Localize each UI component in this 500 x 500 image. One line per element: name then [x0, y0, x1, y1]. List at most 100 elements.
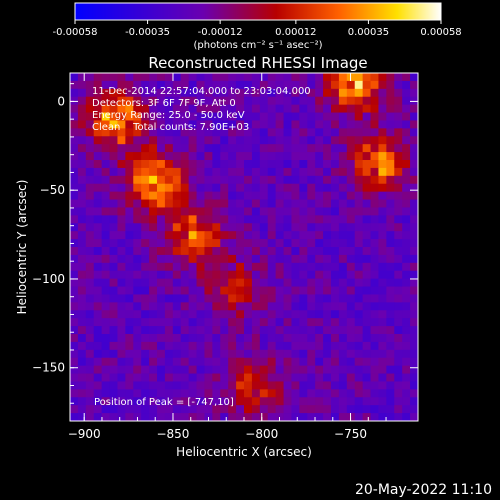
heatmap-cell: [331, 341, 340, 351]
heatmap-cell: [236, 334, 245, 343]
heatmap-cell: [77, 128, 87, 137]
heatmap-cell: [354, 223, 364, 232]
heatmap-cell: [204, 373, 213, 382]
heatmap-cell: [93, 120, 103, 129]
heatmap-cell: [323, 349, 332, 359]
heatmap-cell: [125, 341, 134, 351]
colorbar-gradient: [74, 2, 442, 21]
heatmap-cell: [362, 310, 371, 319]
heatmap-cell: [157, 144, 166, 153]
heatmap-cell: [77, 357, 87, 367]
heatmap-cell: [386, 112, 395, 121]
heatmap-cell: [331, 104, 340, 113]
heatmap-cell: [307, 73, 316, 82]
heatmap-cell: [85, 310, 95, 319]
heatmap-cell: [267, 167, 277, 177]
heatmap-cell: [77, 199, 87, 208]
heatmap-cell: [85, 270, 95, 280]
heatmap-cell: [315, 270, 324, 280]
heatmap-cell: [267, 136, 277, 145]
heatmap-cell: [402, 144, 411, 153]
heatmap-cell: [93, 128, 103, 137]
heatmap-cell: [101, 270, 110, 280]
heatmap-cell: [133, 112, 142, 121]
heatmap-cell: [196, 357, 205, 367]
heatmap-cell: [196, 215, 205, 224]
heatmap-cell: [354, 270, 364, 280]
heatmap-cell: [291, 365, 300, 374]
heatmap-cell: [283, 318, 292, 327]
heatmap-cell: [386, 183, 395, 193]
heatmap-cell: [228, 262, 237, 272]
heatmap-cell: [251, 389, 261, 398]
heatmap-cell: [251, 262, 261, 272]
heatmap-cell: [259, 96, 269, 106]
heatmap-cell: [109, 413, 118, 422]
heatmap-cell: [402, 136, 411, 145]
heatmap-cell: [251, 175, 261, 185]
heatmap-cell: [299, 254, 308, 264]
heatmap-cell: [117, 341, 126, 351]
heatmap-cell: [149, 199, 158, 208]
heatmap-cell: [70, 136, 79, 145]
heatmap-cell: [402, 286, 411, 295]
heatmap-cell: [386, 365, 395, 374]
heatmap-cell: [85, 326, 95, 335]
heatmap-cell: [251, 120, 261, 129]
heatmap-cell: [338, 413, 348, 422]
heatmap-cell: [331, 286, 340, 295]
heatmap-cell: [299, 357, 308, 367]
heatmap-cell: [157, 286, 166, 295]
heatmap-cell: [70, 405, 79, 414]
heatmap-cell: [259, 152, 269, 161]
heatmap-cell: [394, 144, 403, 153]
heatmap-cell: [386, 278, 395, 287]
heatmap-cell: [386, 215, 395, 224]
heatmap-cell: [378, 373, 387, 382]
heatmap-cell: [307, 160, 316, 169]
heatmap-cell: [244, 389, 253, 398]
heatmap-cell: [188, 191, 197, 200]
heatmap-cell: [117, 262, 126, 272]
heatmap-cell: [109, 175, 118, 185]
heatmap-cell: [204, 349, 213, 359]
heatmap-cell: [244, 152, 253, 161]
heatmap-cell: [228, 175, 237, 185]
heatmap-cell: [93, 397, 103, 406]
heatmap-cell: [259, 73, 269, 82]
heatmap-cell: [125, 96, 134, 106]
heatmap-cell: [180, 88, 190, 98]
heatmap-cell: [93, 223, 103, 232]
heatmap-cell: [362, 349, 371, 359]
heatmap-cell: [125, 152, 134, 161]
heatmap-cell: [204, 365, 213, 374]
heatmap-cell: [172, 128, 182, 137]
heatmap-cell: [70, 397, 79, 406]
heatmap-cell: [157, 397, 166, 406]
heatmap-cell: [299, 397, 308, 406]
heatmap-cell: [259, 262, 269, 272]
heatmap-cell: [291, 191, 300, 200]
heatmap-cell: [141, 207, 150, 216]
heatmap-cell: [236, 152, 245, 161]
heatmap-cell: [267, 278, 277, 287]
heatmap-cell: [141, 144, 150, 153]
heatmap-cell: [157, 88, 166, 98]
heatmap-cell: [77, 373, 87, 382]
heatmap-cell: [220, 215, 229, 224]
heatmap-cell: [236, 349, 245, 359]
heatmap-cell: [101, 152, 110, 161]
heatmap-cell: [291, 294, 300, 303]
heatmap-cell: [125, 373, 134, 382]
heatmap-cell: [267, 144, 277, 153]
heatmap-cell: [346, 302, 356, 311]
heatmap-cell: [204, 104, 213, 113]
heatmap-cell: [77, 341, 87, 351]
heatmap-cell: [212, 278, 221, 287]
heatmap-cell: [172, 175, 182, 185]
heatmap-cell: [259, 278, 269, 287]
heatmap-cell: [204, 270, 213, 280]
heatmap-cell: [362, 144, 371, 153]
heatmap-cell: [251, 381, 261, 390]
